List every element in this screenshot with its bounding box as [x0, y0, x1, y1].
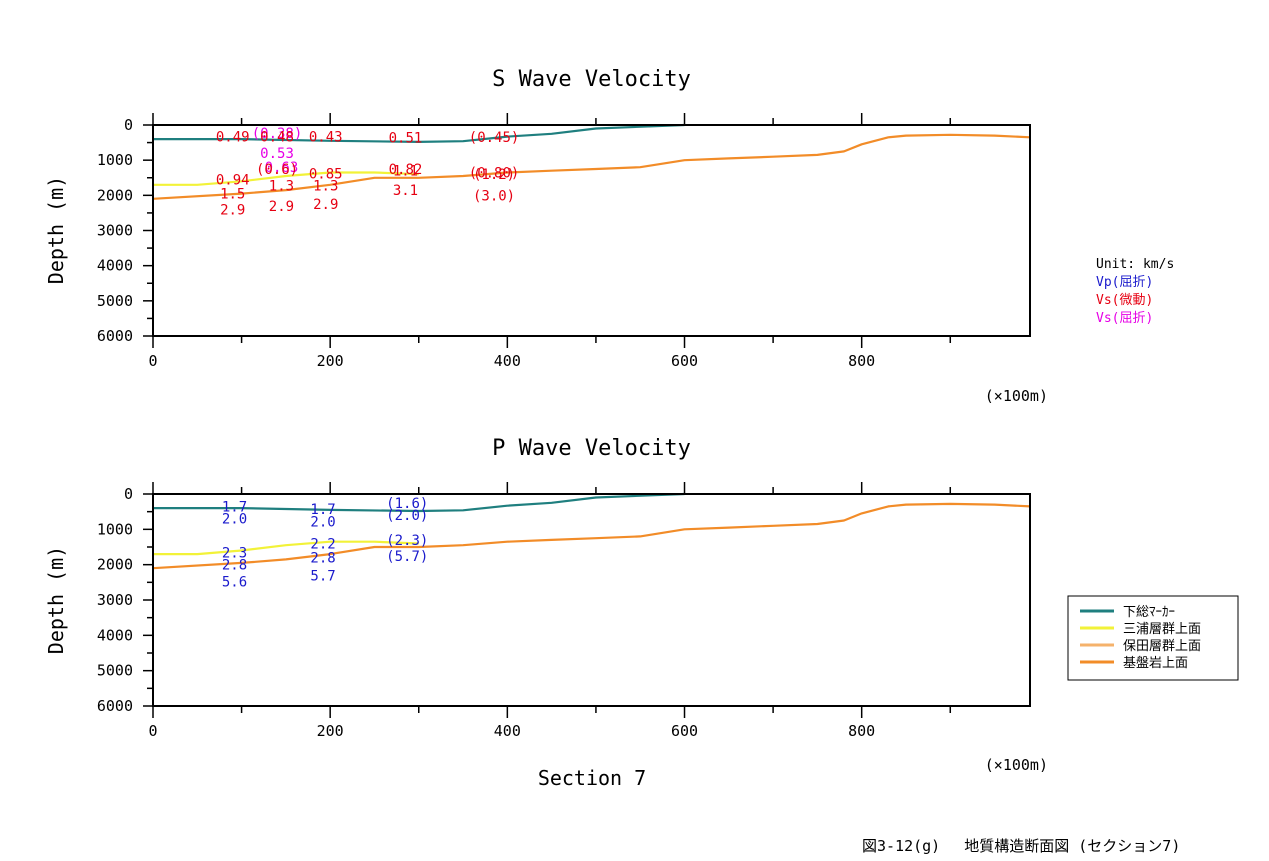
chart-0-velocity-label: 0.53	[260, 146, 294, 162]
chart-0-velocity-label: 2.9	[313, 197, 338, 213]
s-wave-chart: S Wave Velocity Depth (m) (×100m) 0 200 400 60…	[44, 67, 1048, 405]
figure-caption: 図3-12(g) 地質構造断面図 (セクション7)	[862, 837, 1180, 855]
chart-1-velocity-label: 2.2	[310, 536, 335, 552]
chart-0-velocity-label: 0.48	[260, 130, 294, 146]
chart-0-velocity-label: 0.82	[389, 162, 423, 178]
unit-legend-vp-refraction: Vp(屈折)	[1096, 275, 1153, 290]
chart-0-series-line-2	[152, 133, 1031, 200]
chart-0-velocity-label: 0.94	[216, 173, 250, 189]
chart-0-x-unit-note: (×100m)	[985, 387, 1048, 405]
unit-legend-vs-microtremor: Vs(微動)	[1096, 293, 1153, 308]
chart-1-velocity-label: 2.0	[310, 515, 335, 531]
chart-1-velocity-label: (2.0)	[386, 508, 428, 524]
chart-0-velocity-label: 3.1	[393, 183, 418, 199]
chart-0-velocity-label: 0.51	[389, 131, 423, 147]
chart-0-x-tick-label: 0	[148, 352, 157, 370]
chart-0-x-tick-label: 600	[671, 352, 698, 370]
chart-1-x-tick-label: 600	[671, 722, 698, 740]
chart-0-velocity-label: (3.0)	[473, 188, 515, 204]
chart-1-velocity-label: (2.3)	[386, 533, 428, 549]
chart-1-y-tick-label: 5000	[97, 662, 133, 680]
unit-legend: Unit: km/s Vp(屈折) Vs(微動) Vs(屈折)	[1096, 257, 1174, 326]
chart-1-plot-frame	[152, 493, 1031, 707]
chart-1-velocity-label: 1.7	[222, 499, 247, 515]
chart-0-velocity-label: 0.63	[265, 160, 299, 176]
chart-1-series-line-1	[153, 540, 419, 556]
legend-label-basement-top: 基盤岩上面	[1123, 656, 1188, 671]
chart-1-velocity-label: 2.0	[222, 512, 247, 528]
chart-1-x-tick-label: 200	[317, 722, 344, 740]
p-wave-chart: P Wave Velocity Depth (m) (×100m) Section 7…	[44, 436, 1048, 790]
chart-1-y-axis-label: Depth (m)	[44, 546, 68, 654]
line-legend: 下総ﾏｰｶｰ 三浦層群上面 保田層群上面 基盤岩上面	[1067, 595, 1239, 681]
chart-0-velocity-label: 0.85	[309, 167, 343, 183]
chart-1-y-tick-label: 1000	[97, 520, 133, 538]
chart-0-velocity-label: 0.43	[309, 130, 343, 146]
chart-1-velocity-label: 2.8	[222, 557, 247, 573]
chart-1-x-tick-label: 0	[148, 722, 157, 740]
chart-0-velocity-label: (1.2)	[473, 167, 515, 183]
legend-label-miura-group-top: 三浦層群上面	[1123, 622, 1201, 637]
chart-0-velocity-label: (0.6)	[256, 162, 298, 178]
chart-0-velocity-label: (0.80)	[469, 165, 520, 181]
chart-0-velocity-label: (0.38)	[252, 126, 303, 142]
chart-1-y-tick-label: 4000	[97, 626, 133, 644]
unit-legend-vs-refraction: Vs(屈折)	[1096, 311, 1153, 326]
chart-0-y-tick-label: 6000	[97, 327, 133, 345]
chart-0-x-tick-label: 800	[848, 352, 875, 370]
chart-0-velocity-label: 1.5	[220, 187, 245, 203]
chart-1-series-line-0	[153, 492, 685, 513]
chart-0-y-tick-label: 5000	[97, 292, 133, 310]
chart-0-y-tick-label: 3000	[97, 222, 133, 240]
chart-0-title: S Wave Velocity	[492, 67, 691, 92]
chart-0-y-tick-label: 2000	[97, 186, 133, 204]
chart-0-velocity-label: 2.9	[269, 199, 294, 215]
chart-0-velocity-label: 1.1	[393, 164, 418, 180]
chart-0-y-axis-label: Depth (m)	[44, 176, 68, 284]
chart-0-y-tick-label: 4000	[97, 257, 133, 275]
chart-0-velocity-label: 1.3	[269, 178, 294, 194]
chart-1-velocity-label: 2.3	[222, 545, 247, 561]
legend-label-shimosa-marker: 下総ﾏｰｶｰ	[1123, 605, 1175, 620]
chart-1-x-axis-label: Section 7	[538, 766, 646, 790]
chart-1-y-tick-label: 6000	[97, 697, 133, 715]
chart-1-x-tick-label: 800	[848, 722, 875, 740]
chart-1-series-line-2	[152, 502, 1031, 570]
chart-0-y-tick-label: 1000	[97, 151, 133, 169]
chart-1-velocity-label: 5.6	[222, 575, 247, 591]
chart-0-velocity-label: 0.49	[216, 130, 250, 146]
legend-label-hota-group-top: 保田層群上面	[1123, 639, 1201, 654]
chart-0-series-line-0	[153, 123, 685, 143]
unit-legend-title: Unit: km/s	[1096, 257, 1174, 272]
chart-1-velocity-label: 1.7	[310, 502, 335, 518]
chart-1-y-tick-label: 2000	[97, 556, 133, 574]
chart-1-x-unit-note: (×100m)	[985, 756, 1048, 774]
chart-0-velocity-label: 1.3	[313, 178, 338, 194]
chart-1-velocity-label: (5.7)	[386, 549, 428, 565]
chart-0-x-tick-label: 400	[494, 352, 521, 370]
chart-1-velocity-label: (1.6)	[386, 496, 428, 512]
chart-1-y-tick-label: 0	[124, 485, 133, 503]
chart-1-title: P Wave Velocity	[492, 436, 691, 461]
chart-0-velocity-label: (0.45)	[469, 130, 520, 146]
chart-0-x-tick-label: 200	[317, 352, 344, 370]
chart-1-x-tick-label: 400	[494, 722, 521, 740]
chart-1-velocity-label: 5.7	[310, 568, 335, 584]
chart-0-series-line-1	[153, 171, 419, 186]
chart-1-y-tick-label: 3000	[97, 591, 133, 609]
chart-0-velocity-label: 2.9	[220, 202, 245, 218]
chart-0-y-tick-label: 0	[124, 116, 133, 134]
chart-1-velocity-label: 2.8	[310, 551, 335, 567]
